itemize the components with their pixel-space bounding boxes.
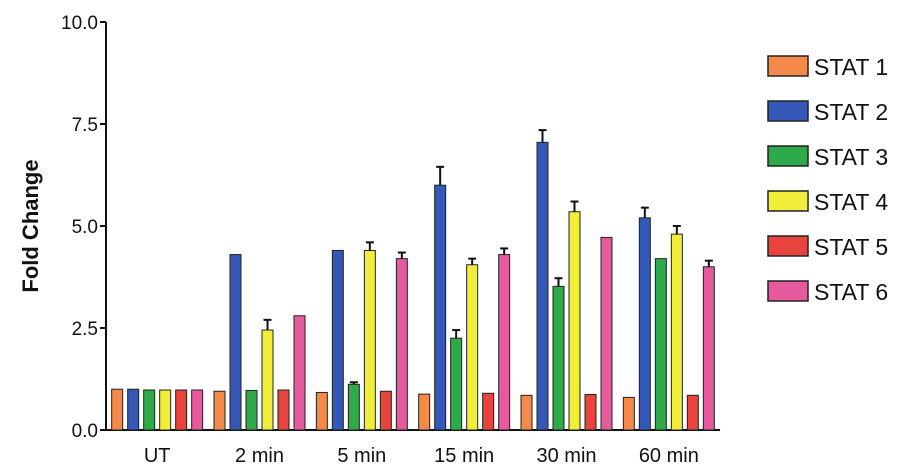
legend-swatch-stat2 [767,100,809,122]
bar-stat2-0 [127,388,140,431]
bar-stat4-0 [159,389,172,431]
bar-stat2-5 [638,217,651,431]
x-tick-label: 5 min [337,445,386,467]
legend-swatch-stat1 [767,55,809,77]
bar-stat3-3 [450,337,463,431]
bar-stat5-2 [379,390,392,431]
bar-stat3-4 [552,285,565,431]
bar-stat5-5 [686,394,699,431]
y-tick-label: 7.5 [72,115,98,136]
bar-stat1-0 [111,388,124,431]
y-tick-label: 5.0 [72,217,98,238]
x-tick-label: 60 min [639,445,699,467]
legend-label: STAT 6 [814,279,888,305]
legend-swatch-stat3 [767,145,809,167]
bar-stat5-4 [584,394,597,431]
bar-stat4-3 [466,264,479,431]
legend-swatch-stat5 [767,235,809,257]
bar-stat1-5 [622,396,635,431]
legend-label: STAT 5 [814,234,888,260]
bar-stat3-2 [347,383,360,431]
chart-bars [111,129,715,431]
bar-stat4-2 [363,249,376,431]
x-tick-label: 15 min [434,445,494,467]
y-tick-label: 10.0 [61,13,98,34]
bar-stat2-3 [434,184,447,431]
legend-swatch-stat6 [767,280,809,302]
bar-stat5-0 [175,389,188,431]
legend-label: STAT 3 [814,144,888,170]
bar-stat3-5 [654,258,667,431]
x-tick-label: UT [144,445,171,467]
bar-stat6-3 [498,254,511,431]
chart-legend: STAT 1 STAT 2 STAT 3 STAT 4 STAT 5 STAT 6 [767,54,888,305]
bar-stat4-4 [568,211,581,431]
x-tick-label: 30 min [536,445,596,467]
bar-stat2-1 [229,254,242,431]
bar-stat1-2 [315,391,328,431]
legend-label: STAT 2 [814,99,888,125]
bar-stat6-4 [600,236,613,431]
bar-stat2-4 [536,141,549,431]
bar-stat3-1 [245,389,258,431]
bar-stat1-4 [520,394,533,431]
bar-stat6-0 [191,389,204,431]
bar-stat6-2 [395,258,408,431]
y-axis-label: Fold Change [18,159,43,292]
legend-swatch-stat4 [767,190,809,212]
legend-label: STAT 1 [814,54,888,80]
bar-stat3-0 [143,389,156,431]
bar-stat5-1 [277,389,290,431]
legend-label: STAT 4 [814,189,888,215]
bar-stat1-3 [418,393,431,431]
y-tick-label: 0.0 [72,421,98,442]
bar-stat4-5 [670,233,683,431]
y-tick-label: 2.5 [72,319,98,340]
chart-axes: 0.0 2.5 5.0 7.5 10.0 Fold Change UT 2 min 5 min 1… [18,13,720,467]
x-tick-label: 2 min [235,445,284,467]
bar-stat4-1 [261,329,274,431]
bar-stat1-1 [213,390,226,431]
bar-stat6-1 [293,315,306,431]
bar-stat2-2 [331,249,344,431]
bar-stat5-3 [482,392,495,431]
bar-stat6-5 [702,266,715,431]
